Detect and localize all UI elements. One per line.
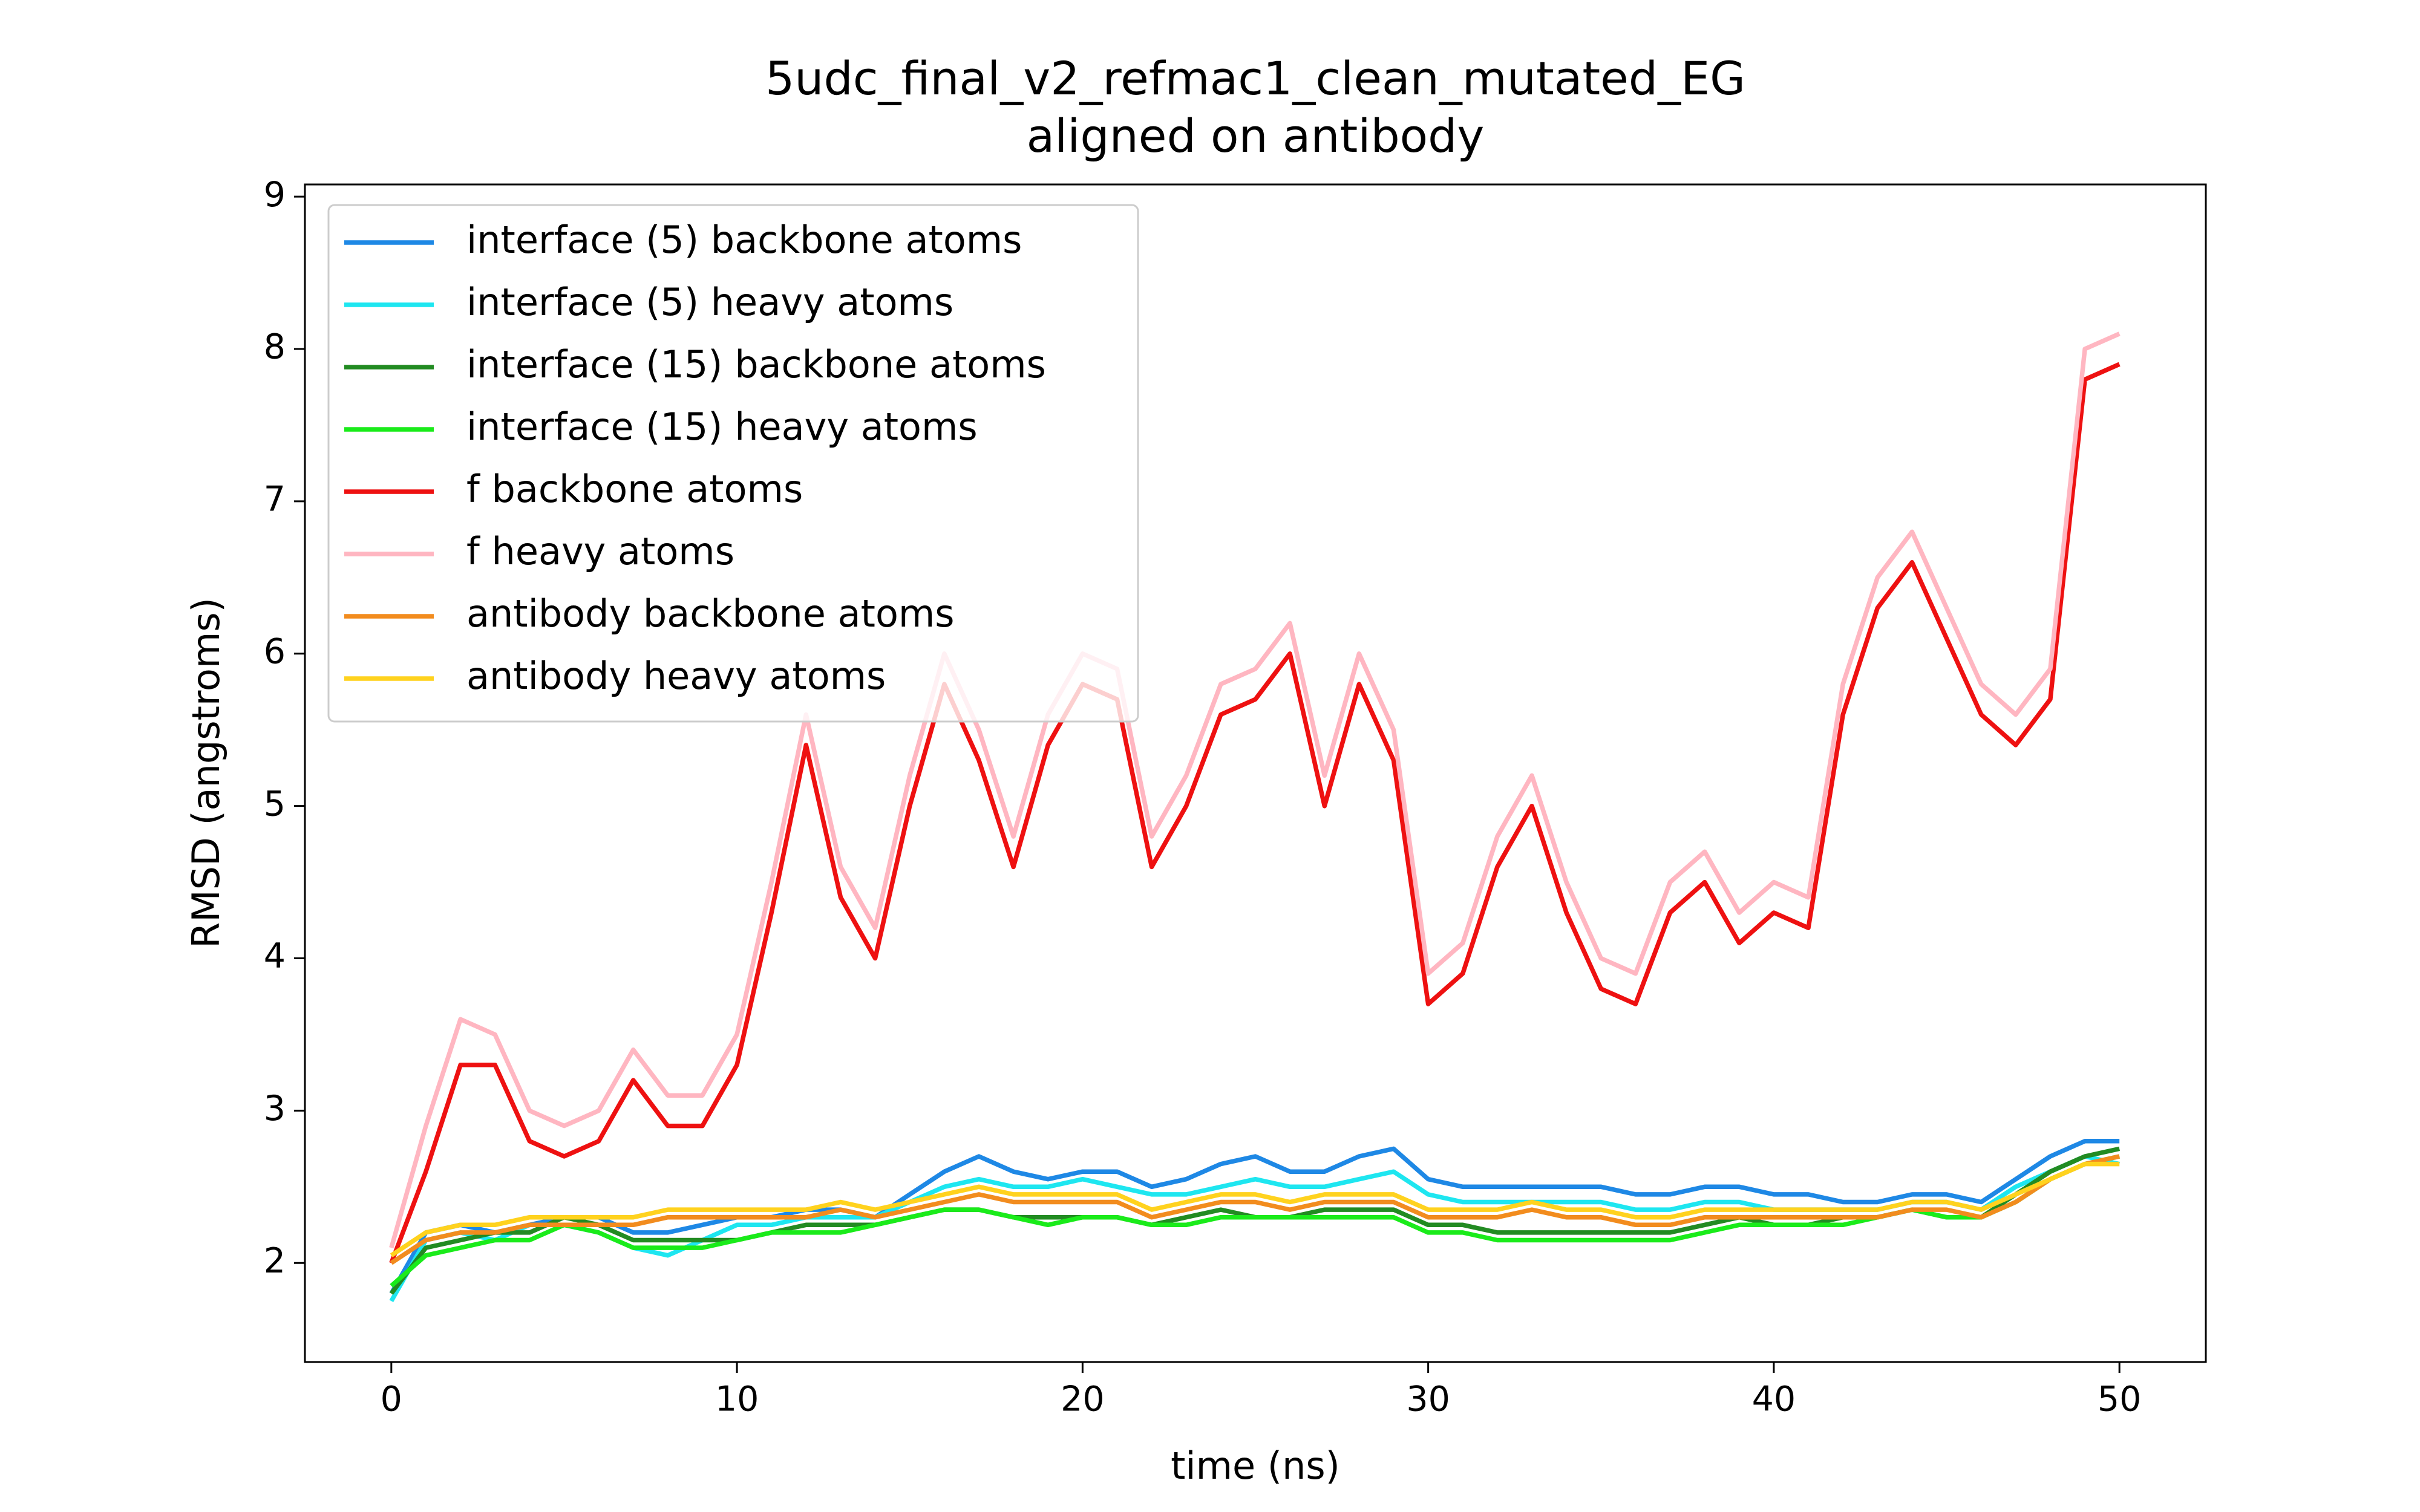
y-tick-label: 7 [264,480,286,520]
x-tick-label: 50 [2098,1380,2142,1419]
y-tick-label: 5 [264,784,286,824]
legend-label: interface (5) heavy atoms [466,280,953,324]
x-tick-label: 20 [1061,1380,1105,1419]
y-axis-label: RMSD (angstroms) [184,598,228,948]
legend-label: interface (15) heavy atoms [466,405,978,449]
y-tick-label: 6 [264,631,286,671]
x-tick-label: 40 [1752,1380,1796,1419]
x-tick-label: 0 [381,1380,402,1419]
series-line [389,331,2121,1249]
x-tick-label: 30 [1406,1380,1450,1419]
series-line [390,1161,2120,1257]
y-tick-label: 8 [264,327,286,367]
legend-label: interface (15) backbone atoms [466,342,1046,386]
x-tick-label: 10 [715,1380,759,1419]
series-line [390,1154,2121,1288]
y-tick-label: 3 [264,1089,286,1129]
y-tick-label: 9 [264,175,286,215]
legend-label: f heavy atoms [466,529,734,573]
plot-frame [304,183,2207,1363]
y-tick-label: 4 [264,936,286,976]
x-axis-label: time (ns) [1171,1444,1340,1488]
legend-label: interface (5) backbone atoms [466,218,1022,262]
series-line [390,1154,2121,1265]
legend-label: antibody backbone atoms [466,591,955,636]
legend-label: f backbone atoms [466,467,803,511]
y-tick-label: 2 [264,1241,286,1281]
chart-title: 5udc_final_v2_refmac1_clean_mutated_EG [765,51,1745,105]
series-line [389,362,2121,1264]
legend-label: antibody heavy atoms [466,654,886,698]
legend-frame [327,204,1139,723]
series-line [389,1139,2120,1295]
chart-subtitle: aligned on antibody [1027,109,1485,163]
